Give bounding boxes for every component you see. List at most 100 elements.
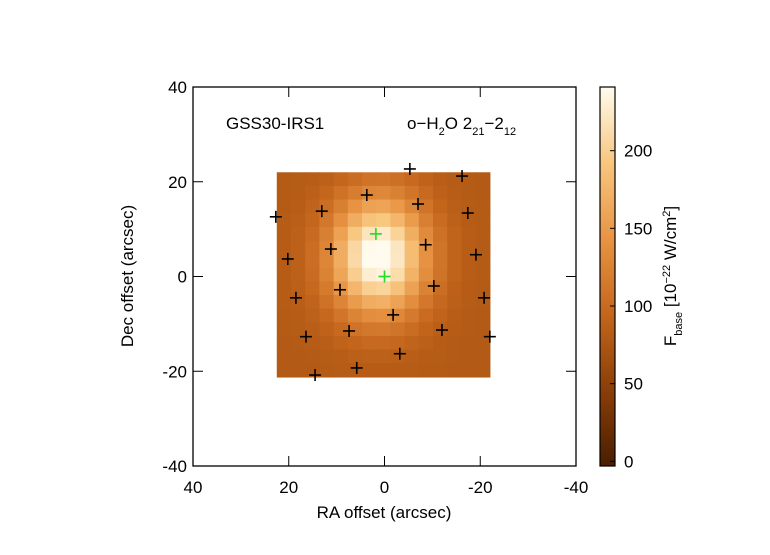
heatmap-cell [276,363,292,378]
heatmap-cell [290,240,306,255]
label-part: −2 [484,114,503,133]
heatmap-cell [447,254,463,269]
heatmap-cell [333,226,349,242]
heatmap-cell [376,336,392,351]
heatmap-cell [475,308,491,323]
heatmap-cell [333,267,349,283]
heatmap-cell [475,295,491,310]
heatmap-cell [333,281,349,296]
heatmap-cell [433,185,448,201]
heatmap-cell [475,281,491,296]
heatmap-cell [290,349,306,364]
heatmap-cell [347,363,363,378]
heatmap-cell [361,172,377,187]
heatmap-cell [347,172,363,187]
heatmap-cell [390,254,406,269]
heatmap-cell [461,240,477,255]
line-label: o−H2O 221−212 [407,114,516,138]
label-part: O 2 [445,114,472,133]
heatmap-cell [319,185,335,201]
heatmap-cell [447,349,463,364]
heatmap-cell [376,226,392,242]
heatmap-cell [461,281,477,296]
label-part: −22 [661,265,673,284]
heatmap-cell [361,199,377,214]
heatmap-cell [305,226,320,242]
heatmap-cell [461,349,477,364]
heatmap-cell [418,308,434,323]
label-part: 12 [504,126,516,138]
cross-marker [299,330,312,343]
heatmap-cell [305,240,320,255]
heatmap-cell [347,213,363,228]
cross-marker [387,308,400,321]
heatmap-cell [461,322,477,337]
heatmap-cell [461,185,477,201]
heatmap-cell [319,336,335,351]
heatmap-cell [276,185,292,201]
heatmap-cell [376,308,392,323]
heatmap-cell [361,226,377,242]
heatmap-cell [447,267,463,283]
heatmap-cell [433,254,448,269]
heatmap-cell [276,281,292,296]
colorbar-label: Fbase [10−22 W/cm2] [661,206,685,346]
heatmap-cell [319,281,335,296]
heatmap-cell [404,336,420,351]
heatmap-cell [404,295,420,310]
heatmap-cell [418,199,434,214]
heatmap-cell [433,363,448,378]
heatmap-cell [433,240,448,255]
heatmap-cell [475,254,491,269]
heatmap-cell [305,336,320,351]
heatmap-cell [361,254,377,269]
heatmap-cell [347,322,363,337]
heatmap-cell [347,185,363,201]
heatmap-cell [433,308,448,323]
heatmap-cell [305,267,320,283]
heatmap-cell [347,226,363,242]
heatmap-cell [447,199,463,214]
heatmap-cell [333,254,349,269]
label-part: [10 [661,284,680,312]
heatmap-cell [418,254,434,269]
heatmap-cell [390,295,406,310]
heatmap-cell [361,185,377,201]
heatmap-cell [290,213,306,228]
heatmap-cell [276,295,292,310]
heatmap-cell [376,199,392,214]
heatmap-cell [475,213,491,228]
y-tick-label: 0 [178,268,187,287]
heatmap-cell [390,240,406,255]
heatmap-cell [305,199,320,214]
heatmap-cell [376,172,392,187]
heatmap-cell [404,349,420,364]
heatmap-cell [276,336,292,351]
heatmap-cell [433,349,448,364]
colorbar [599,86,616,467]
heatmap-cell [461,254,477,269]
heatmap-cell [475,172,491,187]
heatmap-cell [347,336,363,351]
label-part: F [661,336,680,346]
heatmap-cell [347,240,363,255]
heatmap-cell [376,254,392,269]
heatmap-cell [390,213,406,228]
heatmap-cell [290,226,306,242]
heatmap-cell [404,199,420,214]
heatmap-cell [475,240,491,255]
heatmap-cell [376,281,392,296]
heatmap-cell [433,226,448,242]
heatmap-cell [333,172,349,187]
heatmap-cell [461,199,477,214]
x-tick-label: -20 [468,478,493,497]
heatmap-cell [447,295,463,310]
heatmap-cell [347,254,363,269]
heatmap-cell [390,172,406,187]
heatmap-cell [319,226,335,242]
cross-marker [412,198,425,211]
y-tick-label: -40 [162,457,187,476]
heatmap-cell [390,322,406,337]
